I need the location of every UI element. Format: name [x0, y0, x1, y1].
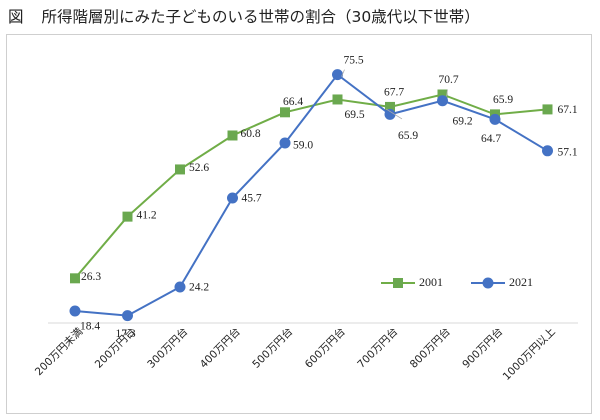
series-2001-point	[542, 104, 553, 115]
data-label-2001: 66.4	[283, 96, 303, 108]
series-2001-line	[74, 93, 548, 279]
series-2021-point	[122, 310, 133, 322]
series-2001-point	[280, 107, 290, 118]
x-tick-label: 900万円台	[460, 325, 506, 371]
legend-2001-marker	[393, 278, 403, 288]
data-label-2021: 57.1	[558, 146, 578, 158]
x-tick-label: 500万円台	[250, 325, 296, 371]
legend-2021-marker	[482, 277, 494, 289]
data-label-2021: 69.2	[453, 115, 473, 127]
data-label-2021: 17.3	[116, 328, 136, 340]
series-2001-point	[122, 211, 133, 222]
series-2021-point	[437, 95, 448, 107]
data-labels: 26.3 41.2 52.6 60.8 66.4 69.5 67.7 70.7 65.9 67.1…	[80, 54, 578, 340]
series-2021-point	[227, 192, 238, 204]
figure-label: 図	[8, 8, 24, 26]
series-2021-point	[174, 281, 186, 293]
series-2001-point	[385, 101, 395, 112]
data-label-2021: 64.7	[481, 133, 501, 145]
series-2001-point	[175, 164, 185, 175]
x-tick-label: 600万円台	[302, 325, 348, 371]
series-2001-point	[437, 89, 448, 100]
series-2021-point	[332, 69, 343, 81]
chart-title: 図所得階層別にみた子どものいる世帯の割合（30歳代以下世帯）	[8, 2, 480, 32]
legend-2001-label: 2001	[419, 275, 443, 289]
series-2021	[69, 69, 553, 322]
x-tick-label: 800万円台	[407, 325, 453, 371]
series-2001-point	[332, 94, 343, 105]
x-tick-label: 300万円台	[145, 325, 191, 371]
data-label-2001: 67.1	[558, 104, 578, 116]
x-tick-label: 700万円台	[355, 325, 401, 371]
series-2001	[70, 89, 553, 284]
legend: 2001 2021	[381, 275, 533, 289]
series-2021-point	[489, 113, 501, 125]
legend-2021-label: 2021	[509, 275, 533, 289]
series-2021-point	[279, 137, 291, 149]
figure-title-text: 所得階層別にみた子どものいる世帯の割合（30歳代以下世帯）	[41, 8, 480, 26]
x-tick-labels: 200万円未満 200万円台 300万円台 400万円台 500万円台 600万円台 700…	[33, 325, 558, 383]
data-label-2001: 26.3	[81, 271, 101, 283]
data-label-2021: 24.2	[189, 282, 209, 294]
data-label-2021: 45.7	[242, 193, 262, 205]
label-leader-line	[341, 69, 345, 77]
label-leader-line	[385, 108, 403, 120]
data-label-2001: 69.5	[345, 109, 365, 121]
series-2021-line	[74, 73, 549, 317]
series-2021-point	[384, 108, 396, 120]
label-leader-line	[446, 89, 448, 97]
data-label-2001: 67.7	[384, 87, 404, 99]
data-label-2021: 18.4	[80, 321, 100, 333]
data-label-2001: 70.7	[439, 74, 459, 86]
data-label-2021: 59.0	[293, 140, 313, 152]
series-2021-point	[542, 145, 553, 157]
x-tick-label: 1000万円以上	[501, 326, 558, 383]
series-2001-point	[227, 130, 238, 141]
x-tick-label: 400万円台	[197, 325, 243, 371]
chart-frame	[6, 34, 592, 414]
data-label-2001: 65.9	[493, 94, 513, 106]
data-label-2021: 65.9	[398, 130, 418, 142]
series-2021-point	[69, 305, 81, 317]
data-label-2001: 52.6	[189, 162, 209, 174]
x-tick-label: 200万円未満	[33, 325, 86, 378]
data-label-2001: 60.8	[241, 128, 261, 140]
data-label-2001: 41.2	[137, 209, 157, 221]
series-2001-point	[70, 273, 80, 284]
data-label-2021: 75.5	[344, 54, 364, 66]
